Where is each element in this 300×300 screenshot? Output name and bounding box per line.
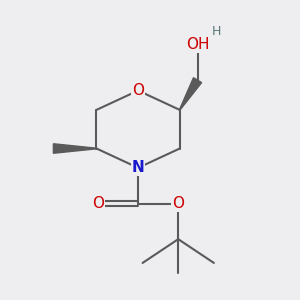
Text: OH: OH <box>186 37 209 52</box>
Polygon shape <box>179 78 202 110</box>
Text: O: O <box>132 83 144 98</box>
Text: O: O <box>172 196 184 211</box>
Text: H: H <box>212 25 222 38</box>
Text: N: N <box>132 160 145 175</box>
Polygon shape <box>53 144 97 153</box>
Text: O: O <box>92 196 104 211</box>
